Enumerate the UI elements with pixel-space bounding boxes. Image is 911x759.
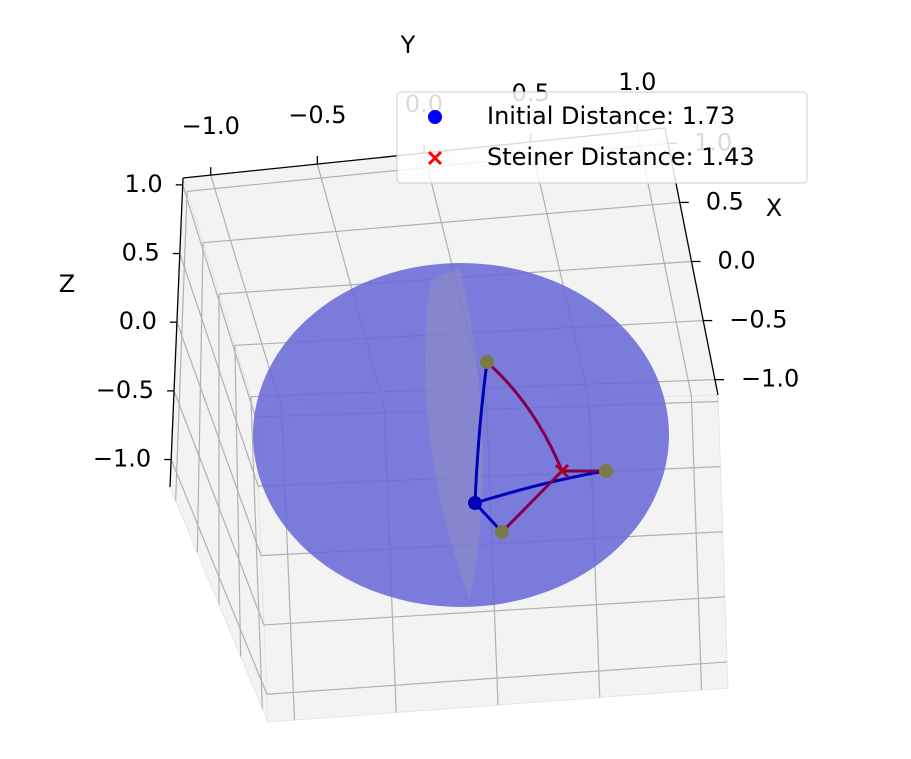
terminal-point bbox=[495, 525, 509, 539]
grid-line bbox=[263, 596, 725, 626]
legend-box bbox=[396, 91, 808, 184]
y-tick-label: −0.5 bbox=[288, 101, 346, 129]
legend-label: Initial Distance: 1.73 bbox=[487, 102, 735, 130]
legend-label: Steiner Distance: 1.43 bbox=[487, 143, 755, 171]
legend-marker bbox=[427, 150, 443, 166]
sphere bbox=[253, 263, 669, 607]
z-tick-label: 0.0 bbox=[119, 307, 157, 335]
grid-line bbox=[203, 201, 680, 244]
x-tick-label: 0.5 bbox=[706, 187, 744, 215]
grid-line bbox=[234, 345, 242, 657]
sphere-shade bbox=[425, 268, 483, 600]
grid-line bbox=[176, 321, 262, 556]
steiner-point bbox=[554, 463, 570, 479]
z-axis-label: Z bbox=[59, 270, 75, 298]
grid-line bbox=[266, 661, 728, 695]
y-tick-label: 1.0 bbox=[618, 68, 656, 96]
initial-point bbox=[468, 496, 482, 510]
z-tick-label: −1.0 bbox=[93, 445, 151, 473]
grid-line bbox=[690, 395, 703, 690]
terminal-point bbox=[480, 355, 494, 369]
grid-line bbox=[179, 253, 259, 487]
grid-line bbox=[173, 390, 265, 626]
grid-line bbox=[175, 191, 188, 501]
x-tick-label: −1.0 bbox=[741, 365, 799, 393]
z-axis-line bbox=[169, 177, 184, 488]
z-tick-label: −0.5 bbox=[96, 376, 154, 404]
steiner-path bbox=[485, 360, 606, 534]
y-axis-label: Y bbox=[400, 31, 416, 59]
x-tick-label: 0.0 bbox=[718, 247, 756, 275]
z-tick-label: 1.0 bbox=[125, 170, 163, 198]
legend-marker bbox=[428, 110, 442, 124]
y-tick-label: −1.0 bbox=[182, 112, 240, 140]
grid-line bbox=[250, 396, 263, 709]
x-axis-label: X bbox=[766, 194, 782, 222]
grid-line bbox=[182, 184, 256, 418]
legend: Initial Distance: 1.73 Steiner Distance: … bbox=[396, 91, 808, 184]
grid-line bbox=[170, 459, 268, 695]
x-tick-label: −0.5 bbox=[729, 306, 787, 334]
sphere-surface bbox=[253, 263, 669, 607]
terminal-point bbox=[599, 464, 613, 478]
grid-line bbox=[196, 242, 204, 553]
z-tick-label: 0.5 bbox=[122, 239, 160, 267]
